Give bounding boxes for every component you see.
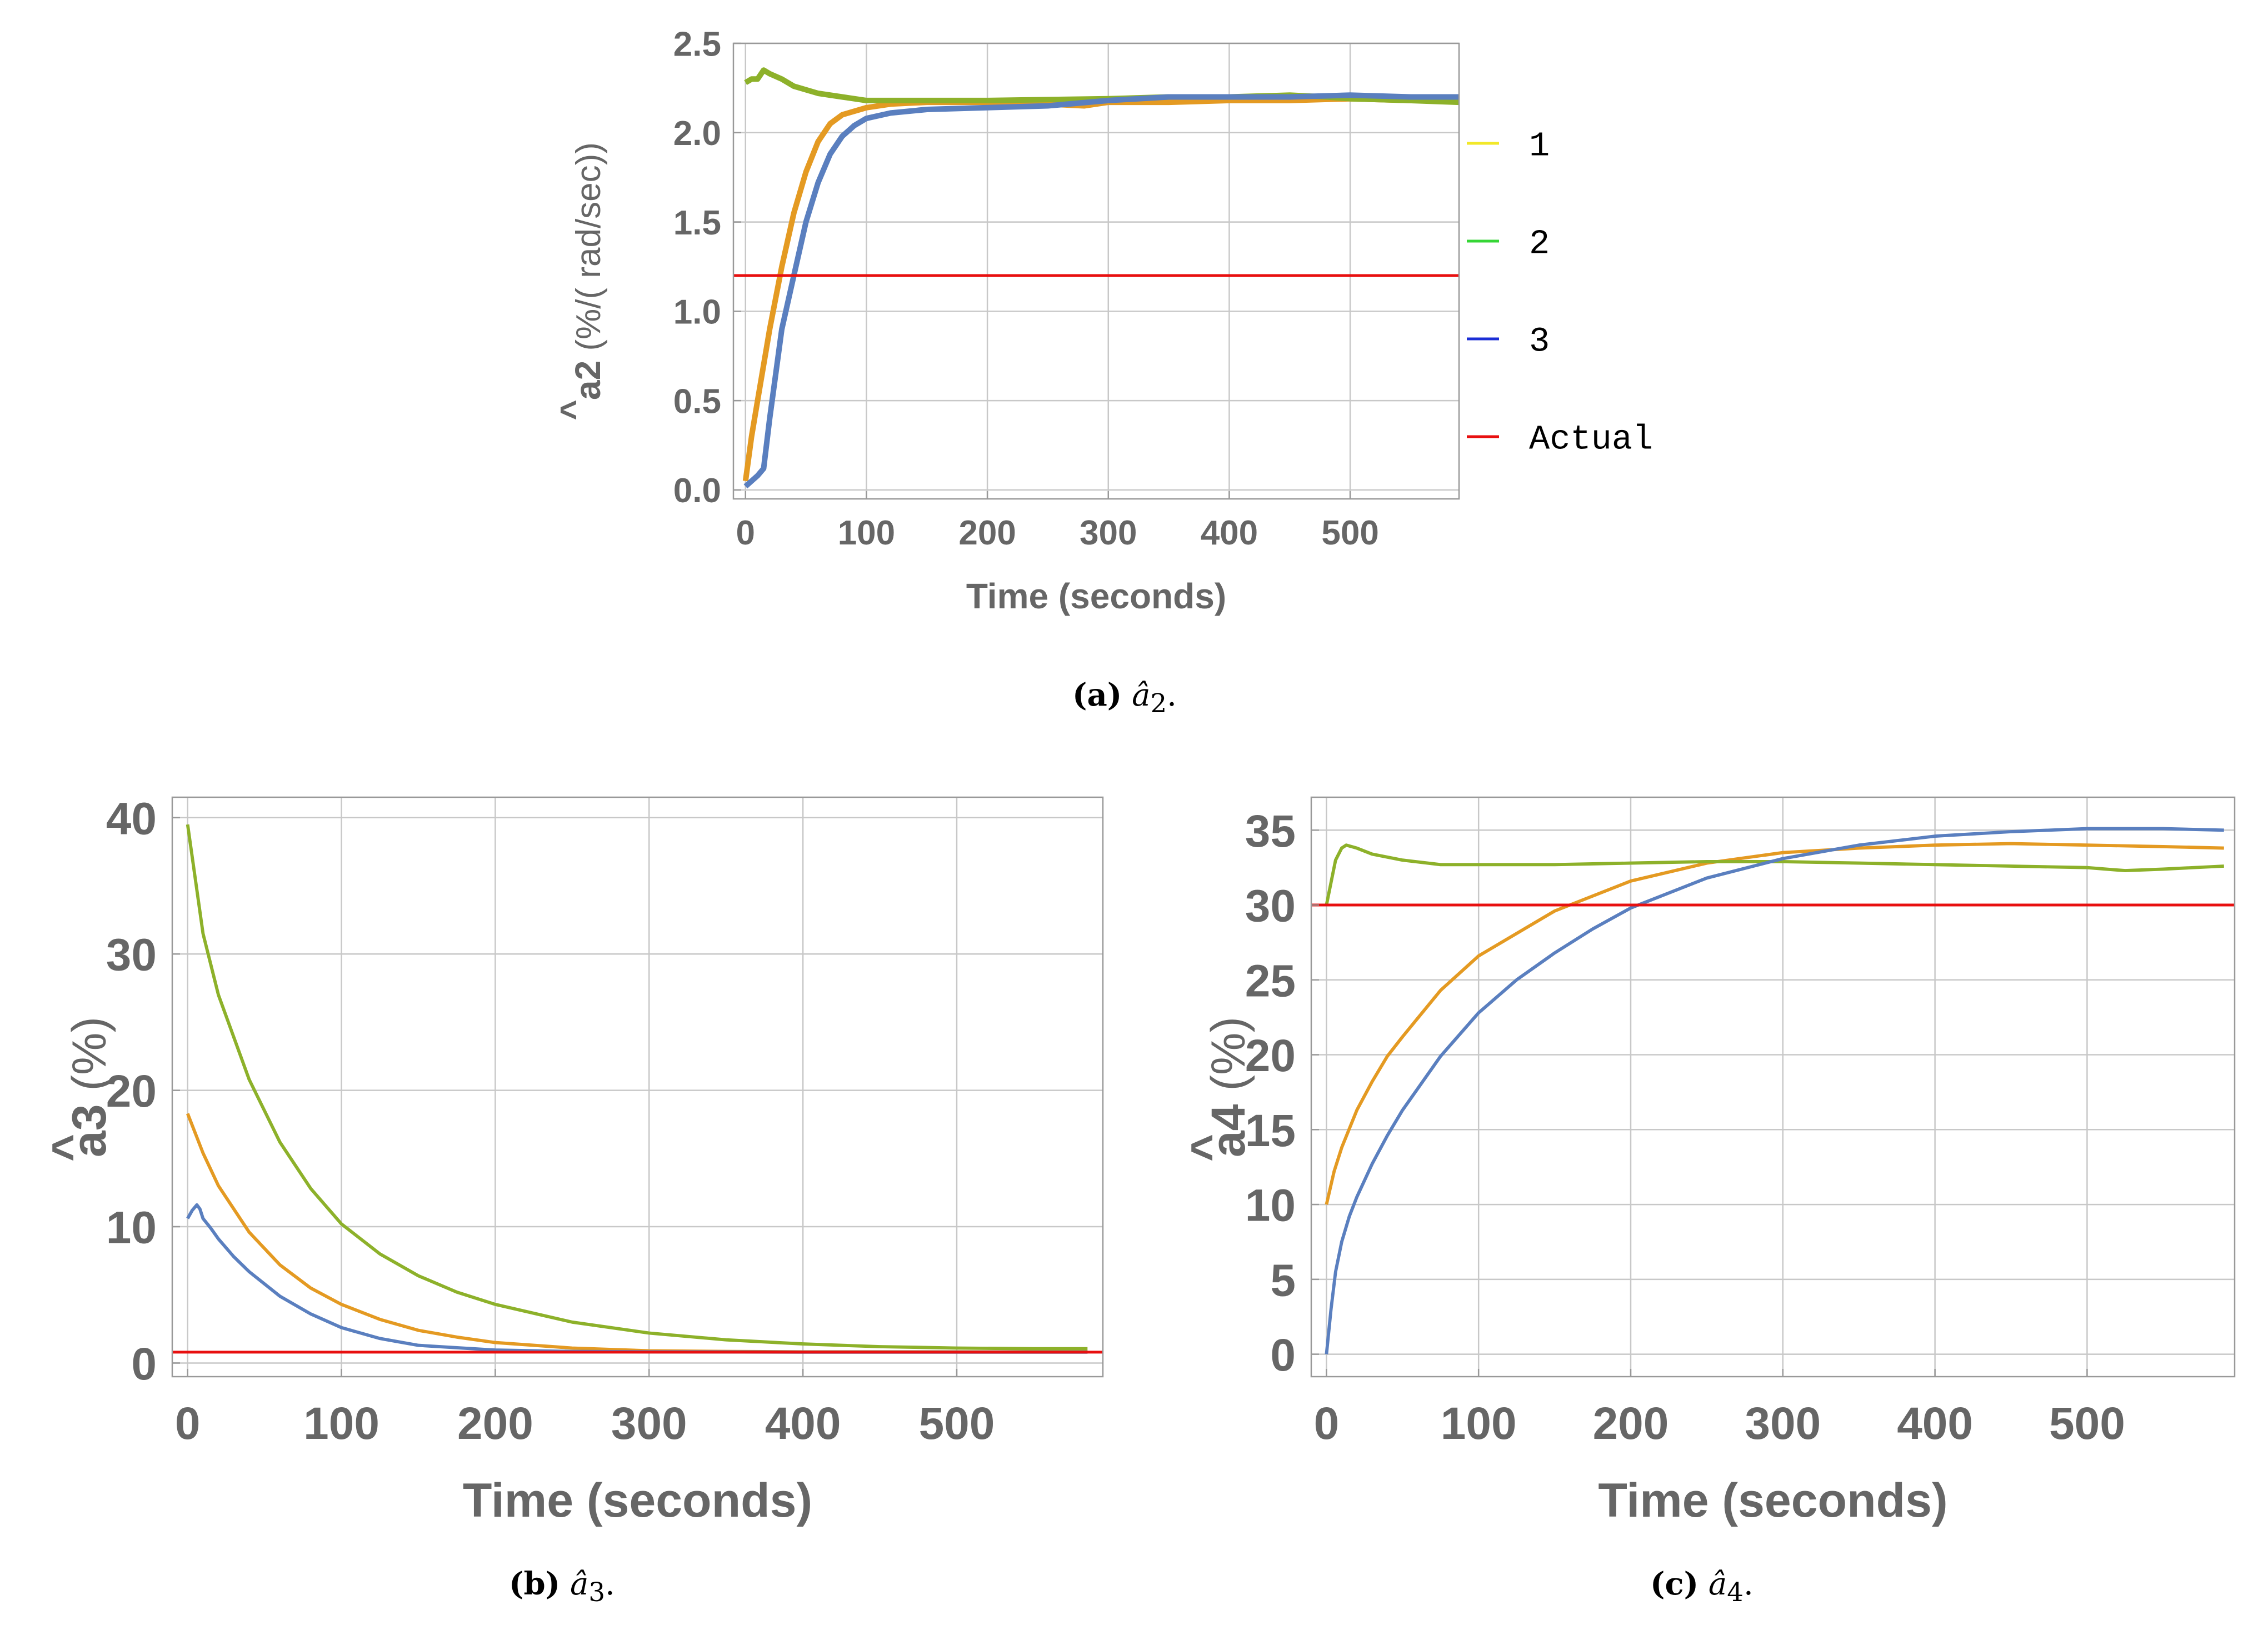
plot-frame [732, 42, 1460, 500]
caption-b-sub: 3 [588, 1578, 606, 1608]
x-tick-label: 300 [1745, 1398, 1821, 1449]
y-tick-label: 20 [1245, 1031, 1296, 1081]
x-tick-label: 500 [919, 1398, 995, 1449]
x-tick-label: 500 [2049, 1398, 2125, 1449]
y-axis-title-units: (%) [1202, 1017, 1255, 1104]
y-axis-title: a2 (%/( rad/sec)) [568, 142, 608, 400]
series-line-2 [1325, 843, 2224, 906]
panel-a: 0 100 200 300 400 500 0.0 0.5 1.0 1.5 2.0 2.5 Time (… [553, 25, 1653, 616]
legend-label: Actual [1529, 420, 1653, 459]
x-tick-label: 300 [1080, 514, 1137, 552]
x-axis-title: Time (seconds) [966, 576, 1226, 616]
caption-a-sub: 2 [1150, 689, 1167, 719]
caption-c-label: (c) [1650, 1566, 1699, 1602]
x-tick-label: 400 [1897, 1398, 1973, 1449]
x-tick-label: 0 [175, 1398, 201, 1449]
x-tick-label: 500 [1321, 514, 1378, 552]
y-tick-label: 1.5 [673, 204, 721, 242]
caption-c-symbol: â [1708, 1566, 1727, 1602]
panel-b: 0 100 200 300 400 500 0 10 20 30 40 Time (seconds) a… [42, 793, 1104, 1527]
legend-label: 1 [1529, 127, 1550, 166]
x-tick-label: 400 [765, 1398, 841, 1449]
y-axis-title-main: a4 [1202, 1104, 1255, 1157]
panel-c: 0 100 200 300 400 500 0 5 10 15 20 25 30 35 Time (seco… [1181, 796, 2236, 1527]
y-tick-label: 0 [131, 1339, 157, 1389]
y-axis-title-main: a2 [568, 361, 608, 400]
series-line-1 [1325, 842, 2224, 1205]
caption-b-symbol: â [570, 1566, 589, 1602]
y-axis-title-group: a2 (%/( rad/sec))^ [553, 142, 608, 421]
series-line-2 [186, 824, 1088, 1351]
x-tick-label: 300 [611, 1398, 687, 1449]
caption-a-symbol: â [1132, 677, 1151, 713]
x-tick-label: 200 [457, 1398, 533, 1449]
y-tick-label: 1.0 [673, 293, 721, 332]
y-tick-label: 30 [1245, 881, 1296, 932]
x-axis-title-units: (seconds) [1048, 576, 1226, 616]
caption-b: (b) â3. [509, 1566, 615, 1608]
y-axis-title-main: a3 [63, 1104, 116, 1157]
x-axis-title-main: Time [1598, 1474, 1709, 1527]
plot-frame [171, 796, 1104, 1378]
x-tick-label: 200 [958, 514, 1016, 552]
y-tick-label: 25 [1245, 956, 1296, 1006]
y-tick-label: 30 [106, 930, 157, 981]
y-tick-label: 0.5 [673, 382, 721, 421]
y-axis-title-hat: ^ [1181, 1134, 1235, 1162]
x-axis-title-units: (seconds) [573, 1474, 812, 1527]
caption-a: (a) â2. [1072, 677, 1177, 719]
x-axis-title-units: (seconds) [1709, 1474, 1948, 1527]
y-tick-label: 2.5 [673, 25, 721, 63]
x-axis-title-main: Time [463, 1474, 573, 1527]
y-tick-label: 20 [106, 1066, 157, 1117]
y-tick-label: 0 [1270, 1330, 1296, 1381]
caption-b-label: (b) [509, 1566, 561, 1602]
y-tick-label: 10 [1245, 1181, 1296, 1231]
legend-label: 2 [1529, 224, 1550, 264]
series-line-1 [186, 1113, 1088, 1354]
x-tick-label: 400 [1201, 514, 1258, 552]
series-line-1 [742, 96, 1459, 482]
x-axis-title-main: Time [966, 576, 1048, 616]
series-line-3 [743, 92, 1459, 489]
y-tick-label: 10 [106, 1203, 157, 1253]
x-tick-label: 100 [1441, 1398, 1517, 1449]
y-tick-label: 15 [1245, 1106, 1296, 1156]
y-axis-title-units: (%) [63, 1017, 116, 1104]
series-line-3 [1325, 827, 2224, 1354]
y-axis-title-group: a4 (%)^ [1181, 1017, 1255, 1162]
x-tick-label: 200 [1593, 1398, 1669, 1449]
y-axis-title: a4 (%) [1202, 1017, 1255, 1157]
caption-b-end: . [605, 1566, 615, 1602]
caption-c-sub: 4 [1727, 1578, 1744, 1608]
y-tick-label: 5 [1270, 1255, 1296, 1306]
y-tick-label: 35 [1245, 806, 1296, 857]
y-tick-label: 2.0 [673, 114, 721, 153]
x-tick-label: 100 [838, 514, 895, 552]
y-axis-title-hat: ^ [42, 1134, 96, 1162]
y-tick-label: 0.0 [673, 472, 721, 510]
x-axis-title: Time (seconds) [1598, 1474, 1947, 1527]
x-tick-label: 0 [736, 514, 755, 552]
caption-a-end: . [1167, 677, 1177, 713]
y-tick-label: 40 [106, 793, 157, 844]
y-axis-title-group: a3 (%)^ [42, 1017, 116, 1162]
legend-label: 3 [1529, 322, 1550, 362]
y-axis-title-units: (%/( rad/sec)) [570, 142, 608, 361]
plot-frame [1310, 796, 2236, 1378]
x-axis-title: Time (seconds) [463, 1474, 812, 1527]
x-tick-label: 0 [1314, 1398, 1340, 1449]
caption-a-label: (a) [1072, 677, 1122, 713]
caption-c: (c) â4. [1650, 1566, 1754, 1608]
y-axis-title: a3 (%) [63, 1017, 116, 1157]
caption-c-end: . [1743, 1566, 1754, 1602]
x-tick-label: 100 [303, 1398, 379, 1449]
y-axis-title-hat: ^ [553, 399, 593, 420]
